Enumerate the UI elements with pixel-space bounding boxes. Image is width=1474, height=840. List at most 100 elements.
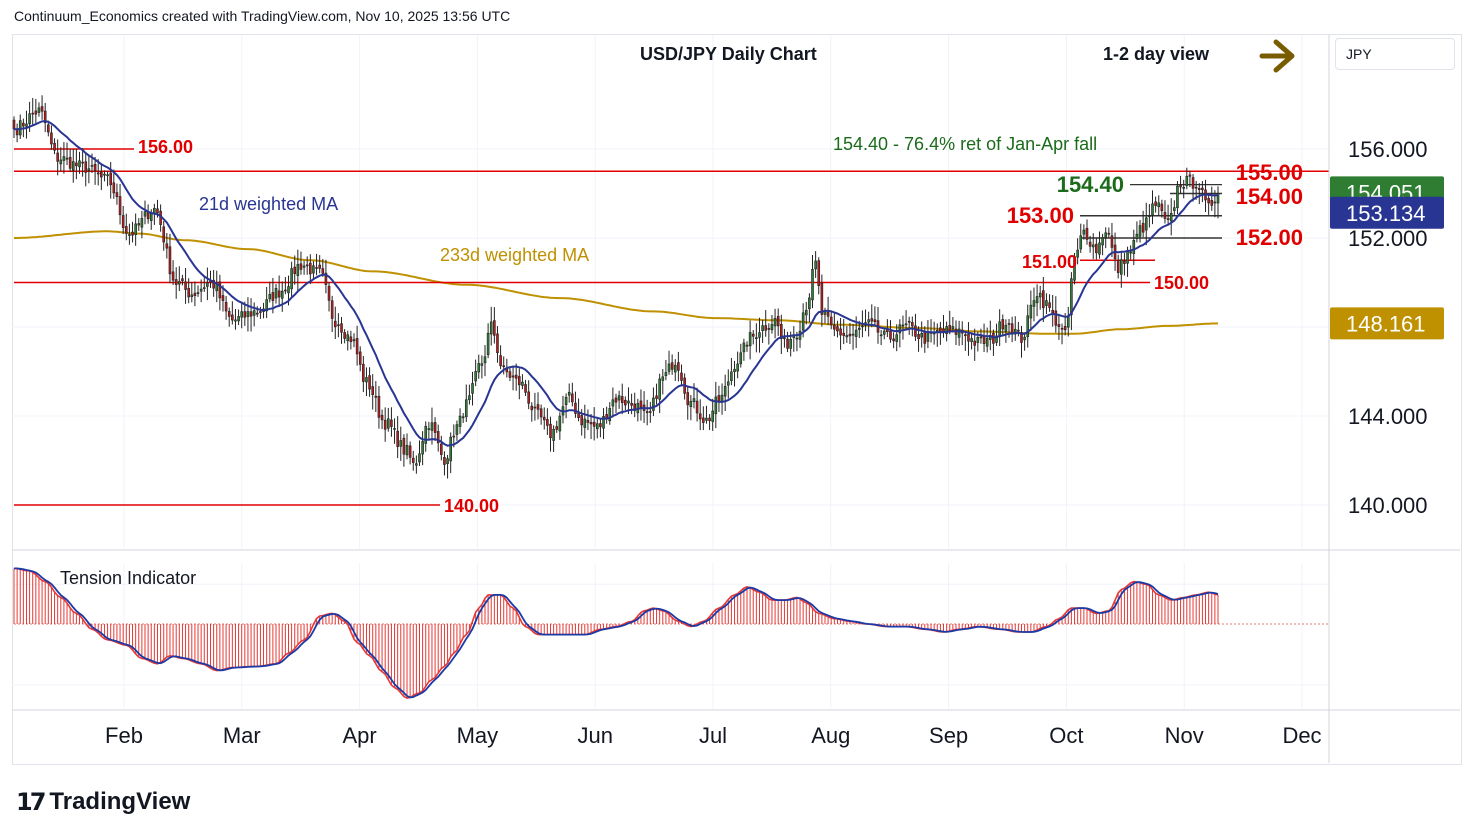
candle-body: [221, 295, 225, 301]
symbol-box[interactable]: JPY: [1335, 38, 1455, 70]
candle-body: [424, 425, 428, 444]
candle-body: [973, 340, 977, 346]
candle-body: [50, 132, 53, 145]
candle: [374, 381, 378, 413]
price-badge-ma233: 148.161: [1330, 307, 1444, 340]
candle-body: [867, 319, 870, 323]
candle: [427, 421, 431, 441]
candle-body: [1026, 315, 1030, 338]
candle: [15, 123, 19, 143]
candle: [137, 218, 141, 231]
candle-body: [985, 337, 989, 347]
candle: [845, 326, 849, 343]
candle-body: [1004, 324, 1008, 333]
candle: [1148, 204, 1151, 228]
candle-body: [37, 107, 41, 113]
candle-body: [658, 378, 661, 400]
tradingview-logo[interactable]: 17 TradingView: [16, 788, 190, 816]
price-badge-bg: [1330, 196, 1444, 229]
candle: [652, 387, 655, 417]
candle: [670, 354, 674, 375]
candle: [833, 312, 836, 337]
candle: [368, 367, 371, 397]
candle: [305, 256, 309, 275]
candle: [1073, 253, 1076, 285]
candle-body: [589, 422, 593, 425]
candle: [383, 407, 387, 442]
candle-body: [365, 377, 368, 383]
candle-body: [1116, 260, 1120, 273]
candle-body: [1144, 217, 1148, 231]
candle-body: [1042, 290, 1045, 309]
candle: [71, 148, 75, 183]
candle-body: [206, 282, 209, 287]
candle: [59, 147, 63, 172]
candle-body: [714, 396, 718, 415]
candle-body: [318, 264, 321, 269]
candle: [1179, 175, 1182, 193]
candle-body: [904, 323, 908, 326]
candle: [365, 367, 368, 397]
candle-body: [202, 287, 206, 289]
candle: [842, 319, 845, 345]
candle-body: [595, 423, 599, 430]
candle-body: [786, 338, 789, 349]
candle: [1048, 294, 1051, 312]
arrow-head: [1273, 39, 1295, 73]
candle: [355, 325, 359, 366]
candle-body: [836, 326, 839, 332]
candle-body: [418, 453, 421, 463]
candle-body: [720, 394, 724, 402]
candle: [352, 333, 356, 348]
candle: [1057, 313, 1061, 340]
candle-body: [861, 325, 864, 328]
candle: [726, 369, 730, 399]
candle-body: [695, 400, 699, 414]
candle: [440, 435, 443, 461]
candle-body: [917, 333, 920, 340]
candle: [1007, 318, 1011, 338]
candle: [140, 210, 144, 239]
candle-body: [673, 364, 677, 373]
candle: [421, 431, 424, 466]
candle: [237, 309, 240, 326]
candle-body: [567, 391, 571, 396]
candle: [555, 420, 559, 433]
candle: [583, 404, 587, 439]
candle-body: [162, 226, 166, 243]
candle: [761, 319, 764, 343]
candle: [711, 398, 714, 431]
candle-body: [1095, 243, 1098, 254]
price-tick-label-occluded: 152.000: [1348, 226, 1428, 251]
candle-body: [352, 339, 356, 342]
candle: [895, 324, 899, 352]
candle: [362, 355, 365, 393]
candle-body: [249, 311, 253, 317]
candle-body: [1157, 202, 1161, 208]
time-tick-label: Feb: [105, 723, 143, 748]
candle: [206, 267, 209, 301]
candle: [804, 301, 808, 325]
candle: [446, 454, 449, 479]
chart-frame: [12, 34, 1462, 765]
candle-body: [265, 299, 268, 312]
candle-body: [945, 326, 948, 335]
candle-body: [112, 182, 116, 194]
levels-layer: [14, 148, 1329, 506]
candle: [1104, 227, 1108, 249]
candle: [792, 326, 796, 352]
candle: [705, 405, 708, 424]
candle: [449, 432, 452, 474]
candle: [1051, 294, 1054, 327]
candle-body: [330, 300, 334, 319]
tv-logo-mark: 17: [16, 788, 46, 816]
candle: [1013, 316, 1017, 341]
candle: [178, 266, 181, 292]
candle-body: [62, 156, 66, 161]
candle-body: [804, 309, 808, 316]
candle-body: [820, 283, 824, 315]
candle: [418, 440, 421, 466]
candle-body: [1135, 233, 1139, 239]
candle-body: [340, 323, 343, 333]
